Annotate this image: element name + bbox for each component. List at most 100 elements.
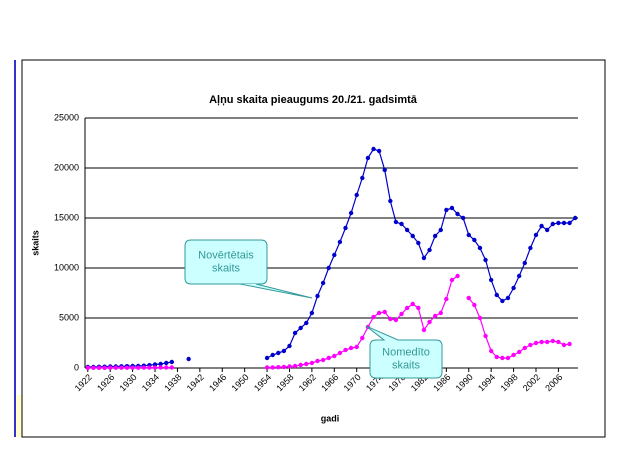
data-point [186, 356, 191, 362]
data-point [500, 355, 505, 361]
data-point [382, 309, 387, 315]
data-point [315, 358, 320, 364]
data-point [147, 365, 152, 370]
data-point [561, 342, 567, 348]
data-point [108, 365, 113, 370]
data-point [348, 210, 354, 216]
data-point [444, 296, 449, 302]
data-point [371, 146, 376, 152]
callout-box [365, 325, 443, 379]
data-point [567, 220, 572, 226]
data-point [264, 355, 270, 361]
data-point [332, 252, 337, 258]
data-point [281, 348, 287, 354]
data-point [432, 313, 438, 319]
data-point [444, 207, 449, 213]
data-point [348, 345, 354, 351]
data-point [393, 317, 399, 323]
data-point [298, 325, 303, 331]
data-point [276, 365, 281, 370]
data-point [360, 335, 365, 341]
data-point [533, 232, 539, 238]
data-point [466, 232, 471, 238]
data-point [343, 225, 348, 231]
data-point [544, 339, 550, 345]
data-point [320, 280, 326, 286]
callout-text: Novērtētais [198, 249, 254, 261]
data-point [343, 347, 348, 353]
series-line [87, 148, 576, 368]
data-point [376, 310, 382, 316]
data-point [561, 220, 567, 226]
data-point [96, 365, 102, 370]
callout-text: Nomedīto [382, 346, 430, 358]
data-point [505, 295, 511, 301]
data-point [287, 343, 292, 349]
data-point [539, 223, 544, 229]
data-point [164, 365, 169, 370]
data-point [376, 148, 382, 154]
data-point [516, 273, 522, 279]
data-point [421, 255, 427, 261]
data-point [287, 364, 292, 369]
y-tick-label: 0 [74, 362, 79, 372]
data-point [505, 355, 511, 361]
data-point [556, 220, 561, 226]
y-tick-label: 25000 [54, 112, 79, 122]
data-point [522, 260, 527, 266]
x-axis-label: gadi [321, 413, 340, 423]
callout-box [184, 239, 268, 285]
data-point [416, 305, 421, 311]
data-point [124, 365, 130, 370]
data-point [169, 365, 175, 370]
data-point [500, 298, 505, 304]
data-point [354, 192, 359, 198]
y-axis-label: skaits [30, 230, 40, 256]
data-point [309, 360, 315, 366]
data-point [494, 292, 499, 298]
data-point [472, 237, 477, 243]
data-point [572, 215, 578, 221]
data-point [427, 319, 432, 325]
data-point [432, 233, 438, 239]
data-point [528, 342, 533, 348]
data-point [488, 277, 494, 283]
chart-frame [21, 59, 606, 438]
data-point [567, 341, 572, 347]
data-point [292, 363, 298, 369]
data-point [556, 339, 561, 345]
data-point [141, 365, 147, 370]
data-point [264, 365, 270, 370]
data-point [270, 352, 275, 358]
data-point [460, 215, 466, 221]
data-point [544, 227, 550, 233]
data-point [270, 365, 275, 370]
data-point [85, 365, 91, 370]
data-point [326, 355, 331, 361]
data-point [360, 175, 365, 181]
data-point [113, 365, 119, 370]
data-point [455, 273, 460, 279]
data-point [528, 245, 533, 251]
data-point [388, 316, 393, 322]
data-point [511, 285, 516, 291]
data-point [421, 327, 427, 333]
data-point [130, 365, 135, 370]
chart-title: Aļņu skaita pieaugums 20./21. gadsimtā [209, 94, 418, 106]
data-point [483, 257, 488, 263]
data-point [410, 301, 415, 307]
data-point [550, 338, 555, 344]
data-point [416, 240, 421, 246]
data-point [449, 277, 455, 283]
data-point [382, 167, 387, 173]
data-point [427, 247, 432, 253]
data-point [483, 333, 488, 339]
data-point [136, 365, 141, 370]
data-point [164, 360, 169, 366]
data-point [91, 365, 96, 370]
data-point [438, 310, 443, 316]
callout-text: skaits [392, 359, 421, 371]
data-point [472, 302, 477, 308]
data-point [477, 245, 483, 251]
